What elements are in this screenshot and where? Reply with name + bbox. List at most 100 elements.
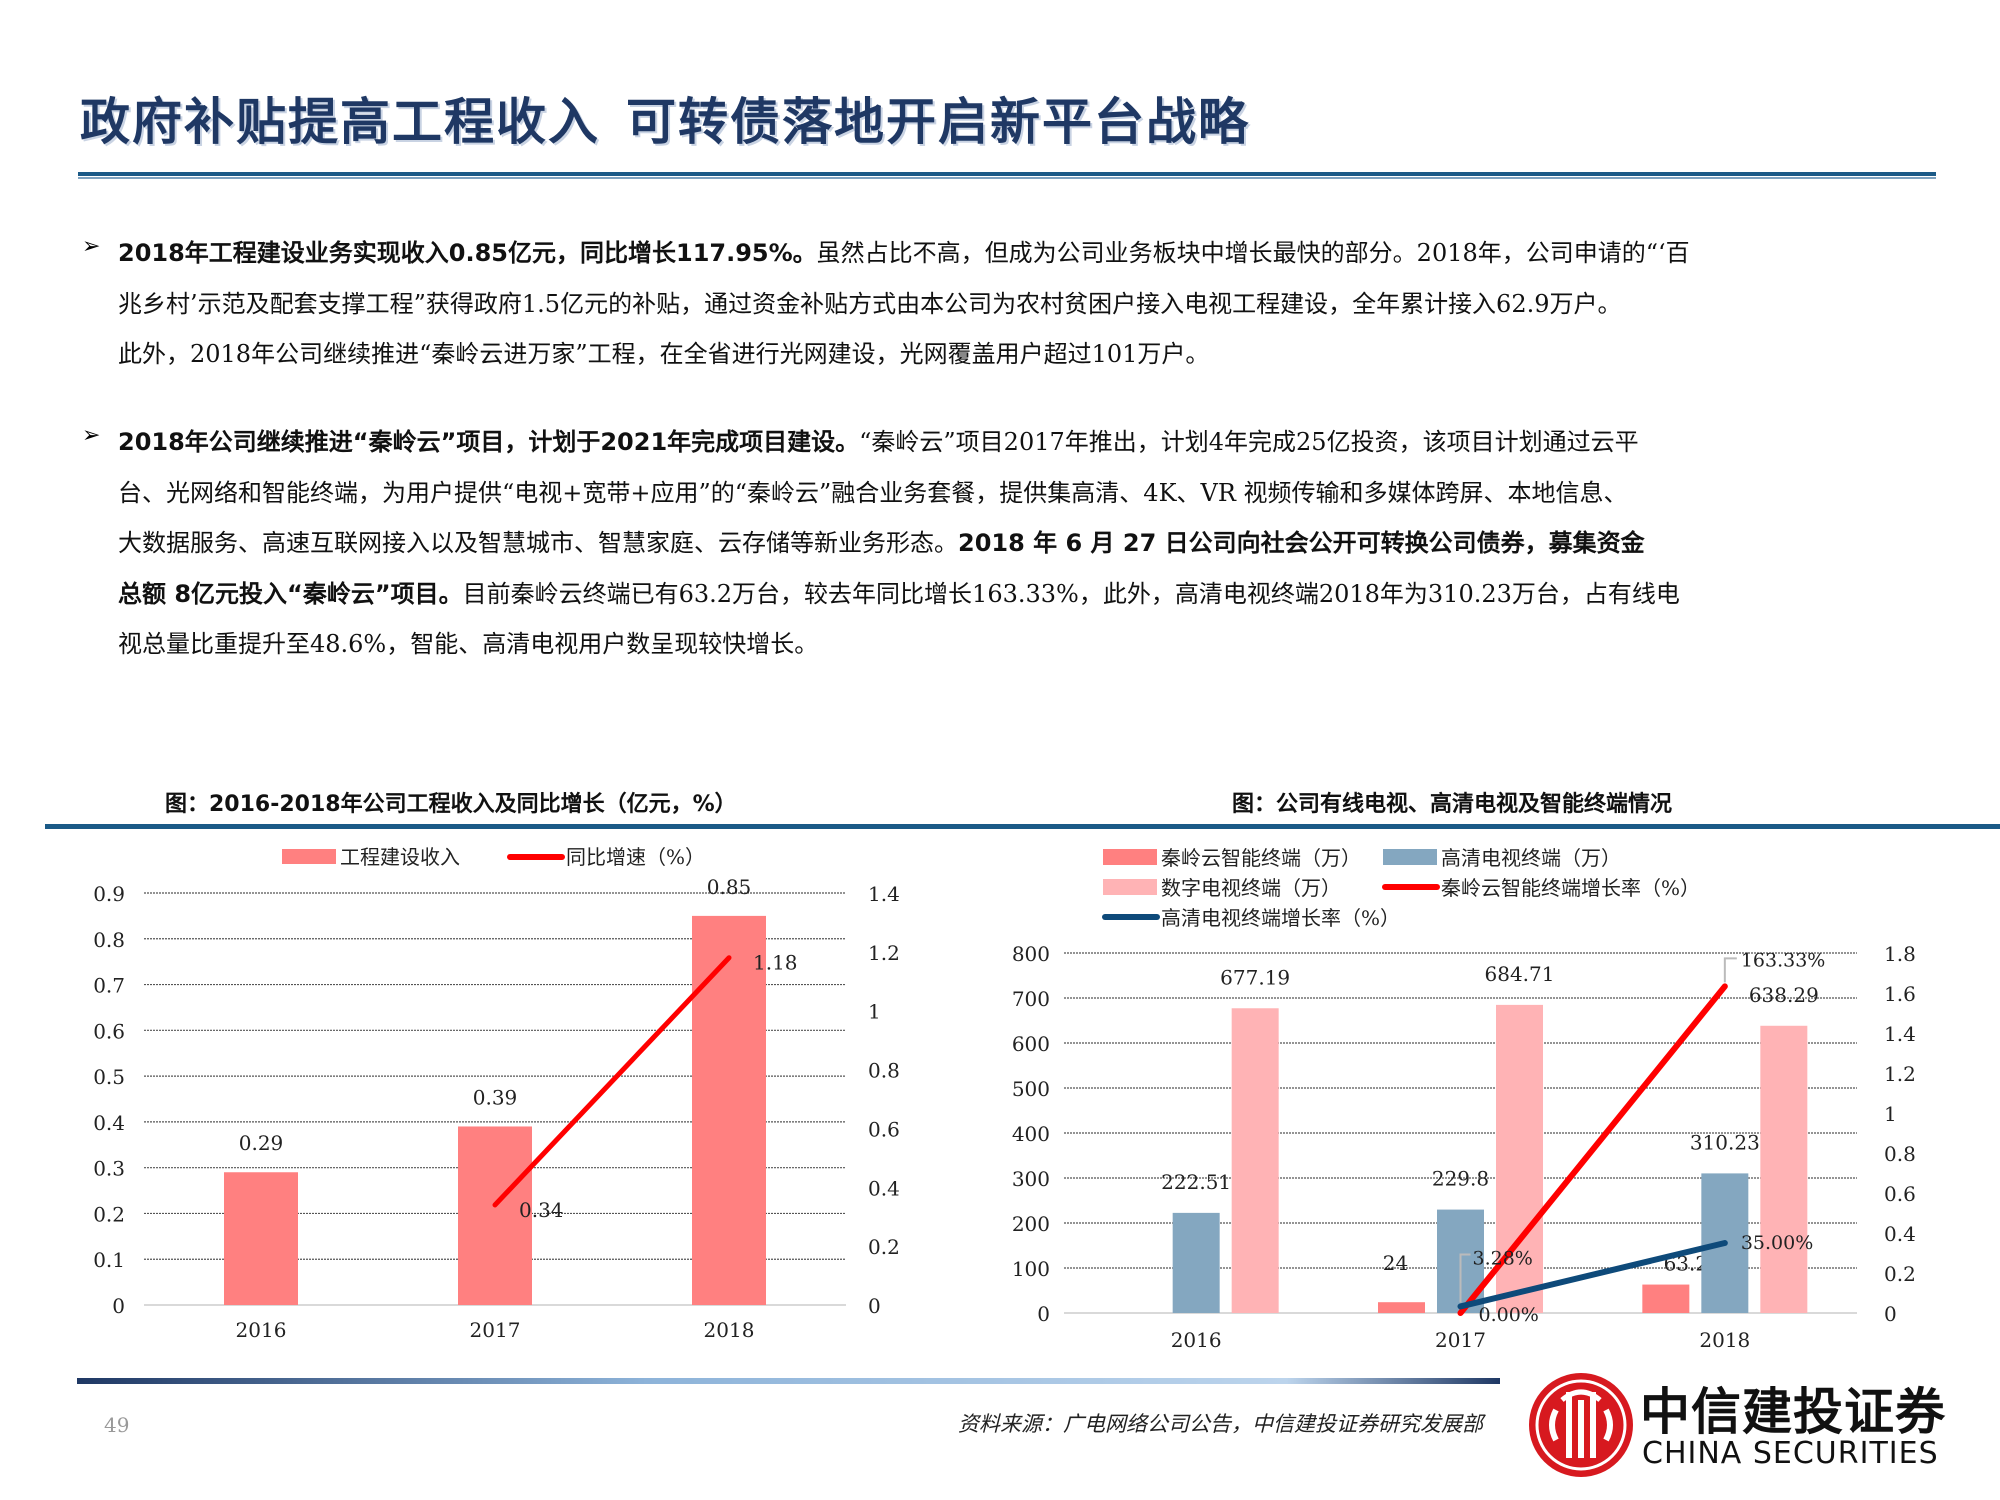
body-text: “秦岭云”项目2017年推出，计划4年完成25亿投资，该项目计划通过云平 bbox=[859, 428, 1639, 456]
page-title-part1: 政府补贴提高工程收入 bbox=[80, 93, 600, 151]
source-note: 资料来源：广电网络公司公告，中信建投证券研究发展部 bbox=[958, 1412, 1483, 1436]
body-text: 目前秦岭云终端已有63.2万台，较去年同比增长163.33%，此外，高清电视终端… bbox=[462, 579, 1680, 608]
left-axis-tick: 700 bbox=[1012, 987, 1050, 1011]
right-axis-tick: 1.8 bbox=[1884, 942, 1916, 966]
bar-value-label: 229.8 bbox=[1432, 1167, 1489, 1191]
page-number: 49 bbox=[104, 1413, 130, 1437]
emphasis-text: 总额 8亿元投入“秦岭云”项目。 bbox=[118, 579, 463, 608]
bar-value-label: 684.71 bbox=[1485, 962, 1555, 986]
right-axis-tick: 0.8 bbox=[868, 1059, 900, 1083]
bullet-arrow-icon: ➢ bbox=[82, 423, 101, 448]
bar-value-label: 0.39 bbox=[473, 1085, 518, 1109]
left-axis-tick: 0.5 bbox=[93, 1065, 125, 1089]
line-value-label: 35.00% bbox=[1741, 1232, 1813, 1254]
bar-digital-tv-terminals bbox=[1231, 1008, 1279, 1313]
legend-label: 工程建设收入 bbox=[340, 845, 460, 869]
line-value-label: 0.00% bbox=[1479, 1304, 1539, 1326]
right-axis-tick: 1 bbox=[1884, 1102, 1897, 1126]
x-axis-tick: 2017 bbox=[1435, 1328, 1486, 1352]
left-axis-tick: 0 bbox=[1037, 1302, 1050, 1326]
left-axis-tick: 0.8 bbox=[93, 928, 125, 952]
body-text: 视总量比重提升至48.6%，智能、高清电视用户数呈现较快增长。 bbox=[118, 630, 819, 658]
left-axis-tick: 0.6 bbox=[93, 1019, 125, 1043]
bar-hd-tv-terminals bbox=[1172, 1212, 1220, 1313]
right-axis-tick: 1 bbox=[868, 1000, 881, 1024]
paragraph-line: 总额 8亿元投入“秦岭云”项目。目前秦岭云终端已有63.2万台，较去年同比增长1… bbox=[118, 569, 1898, 620]
line-qinling-cloud-growth bbox=[1457, 983, 1728, 1316]
right-axis-tick: 0 bbox=[1884, 1302, 1897, 1326]
legend-swatch-bar bbox=[1103, 879, 1157, 895]
left-axis-tick: 0.9 bbox=[93, 882, 125, 906]
bullet-paragraph-qinling-cloud: 2018年公司继续推进“秦岭云”项目，计划于2021年完成项目建设。“秦岭云”项… bbox=[118, 417, 1898, 670]
body-text: 此外，2018年公司继续推进“秦岭云进万家”工程，在全省进行光网建设，光网覆盖用… bbox=[118, 340, 1210, 368]
right-axis-tick: 0.2 bbox=[868, 1235, 900, 1259]
right-axis-tick: 0.4 bbox=[1884, 1222, 1916, 1246]
right-chart-divider bbox=[1000, 824, 2000, 829]
right-axis-tick: 1.4 bbox=[868, 882, 900, 906]
emphasis-text: 2018年公司继续推进“秦岭云”项目，计划于2021年完成项目建设。 bbox=[118, 428, 860, 456]
legend-label: 数字电视终端（万） bbox=[1161, 876, 1341, 900]
x-axis-tick: 2016 bbox=[236, 1318, 287, 1342]
left-chart-title: 图：2016-2018年公司工程收入及同比增长（亿元，%） bbox=[165, 792, 737, 817]
bar-value-label: 0.85 bbox=[707, 875, 752, 899]
paragraph-line: 台、光网络和智能终端，为用户提供“电视+宽带+应用”的“秦岭云”融合业务套餐，提… bbox=[118, 468, 1898, 519]
body-text: 虽然占比不高，但成为公司业务板块中增长最快的部分。2018年，公司申请的“‘百 bbox=[816, 239, 1690, 267]
body-text: 大数据服务、高速互联网接入以及智慧城市、智慧家庭、云存储等新业务形态。 bbox=[118, 529, 958, 557]
logo-text-cn: 中信建投证券 bbox=[1640, 1382, 1946, 1441]
right-axis-tick: 1.6 bbox=[1884, 982, 1916, 1006]
china-securities-logo-icon bbox=[1529, 1373, 1633, 1477]
legend-label: 同比增速（%） bbox=[566, 845, 705, 869]
title-divider-accent bbox=[78, 177, 1936, 179]
body-text: 兆乡村’示范及配套支撑工程”获得政府1.5亿元的补贴，通过资金补贴方式由本公司为… bbox=[118, 289, 1622, 318]
right-axis-tick: 1.2 bbox=[1884, 1062, 1916, 1086]
bar-value-label: 310.23 bbox=[1690, 1130, 1760, 1154]
paragraph-line: 此外，2018年公司继续推进“秦岭云进万家”工程，在全省进行光网建设，光网覆盖用… bbox=[118, 329, 1898, 380]
left-axis-tick: 300 bbox=[1012, 1167, 1050, 1191]
legend-swatch-bar bbox=[282, 849, 336, 864]
emphasis-text: 2018年工程建设业务实现收入0.85亿元，同比增长117.95%。 bbox=[118, 239, 817, 267]
right-axis-tick: 0.6 bbox=[1884, 1182, 1916, 1206]
bar-digital-tv-terminals bbox=[1760, 1025, 1808, 1313]
legend-swatch-bar bbox=[1103, 849, 1157, 865]
x-axis-tick: 2018 bbox=[1699, 1328, 1750, 1352]
left-axis-tick: 200 bbox=[1012, 1212, 1050, 1236]
right-axis-tick: 0 bbox=[868, 1294, 881, 1318]
line-yoy-growth bbox=[492, 955, 732, 1208]
line-value-label: 3.28% bbox=[1473, 1247, 1533, 1269]
callout-leader bbox=[1459, 1253, 1471, 1303]
line-hd-tv-growth bbox=[1457, 1240, 1728, 1310]
bar-value-label: 677.19 bbox=[1220, 965, 1290, 989]
left-axis-tick: 500 bbox=[1012, 1077, 1050, 1101]
footer-divider bbox=[77, 1378, 1500, 1384]
title-divider bbox=[78, 172, 1936, 176]
paragraph-line: 2018年公司继续推进“秦岭云”项目，计划于2021年完成项目建设。“秦岭云”项… bbox=[118, 417, 1898, 468]
bar-qinling-cloud-terminals bbox=[1378, 1302, 1425, 1313]
left-axis-tick: 0.7 bbox=[93, 974, 125, 998]
bar-value-label: 0.29 bbox=[239, 1131, 284, 1155]
left-axis-tick: 0.3 bbox=[93, 1157, 125, 1181]
paragraph-line: 大数据服务、高速互联网接入以及智慧城市、智慧家庭、云存储等新业务形态。2018 … bbox=[118, 518, 1898, 569]
bar-value-label: 638.29 bbox=[1749, 983, 1819, 1007]
engineering-revenue-chart: 0 0.1 0.2 0.3 0.4 0.5 0.6 0.7 0.8 0.9 0 0.2 0.4 0.6 0.… bbox=[93, 845, 900, 1342]
paragraph-line: 2018年工程建设业务实现收入0.85亿元，同比增长117.95%。虽然占比不高… bbox=[118, 228, 1898, 279]
left-axis-tick: 100 bbox=[1012, 1257, 1050, 1281]
left-axis-tick: 400 bbox=[1012, 1122, 1050, 1146]
left-chart-divider bbox=[45, 824, 1000, 829]
right-axis-tick: 0.2 bbox=[1884, 1262, 1916, 1286]
right-axis-tick: 0.8 bbox=[1884, 1142, 1916, 1166]
page-title-part2: 可转债落地开启新平台战略 bbox=[626, 93, 1250, 151]
bullet-arrow-icon: ➢ bbox=[82, 234, 101, 259]
body-text: 台、光网络和智能终端，为用户提供“电视+宽带+应用”的“秦岭云”融合业务套餐，提… bbox=[118, 478, 1628, 507]
right-axis-tick: 0.6 bbox=[868, 1117, 900, 1141]
line-value-label: 0.34 bbox=[519, 1198, 564, 1222]
left-axis-tick: 0.2 bbox=[93, 1202, 125, 1226]
bar-engineering-revenue bbox=[224, 1172, 298, 1305]
line-value-label: 1.18 bbox=[753, 951, 798, 975]
page-title: 政府补贴提高工程收入 可转债落地开启新平台战略 bbox=[80, 82, 1250, 154]
bar-engineering-revenue bbox=[458, 1126, 532, 1305]
left-axis-tick: 0.1 bbox=[93, 1248, 125, 1272]
paragraph-line: 兆乡村’示范及配套支撑工程”获得政府1.5亿元的补贴，通过资金补贴方式由本公司为… bbox=[118, 279, 1898, 330]
paragraph-line: 视总量比重提升至48.6%，智能、高清电视用户数呈现较快增长。 bbox=[118, 619, 1898, 670]
legend-label: 高清电视终端增长率（%） bbox=[1161, 906, 1400, 930]
left-axis-tick: 600 bbox=[1012, 1032, 1050, 1056]
